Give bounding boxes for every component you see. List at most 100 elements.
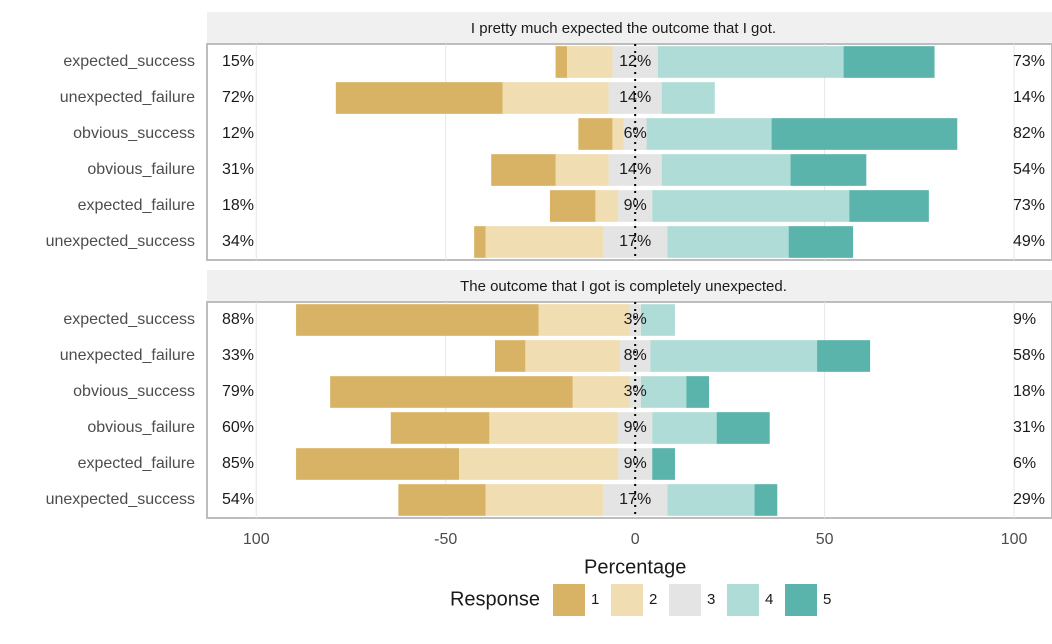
strip-title: I pretty much expected the outcome that … xyxy=(471,20,776,37)
bar-segment xyxy=(335,82,503,114)
strip xyxy=(207,12,1052,44)
y-tick-label: unexpected_success xyxy=(46,233,195,250)
bar-segment xyxy=(667,484,755,516)
high-label: 31% xyxy=(1013,419,1045,436)
legend-label: 3 xyxy=(707,591,715,608)
bar-segment xyxy=(667,226,789,258)
y-tick-label: unexpected_failure xyxy=(60,89,195,106)
bar-segment xyxy=(788,226,854,258)
low-label: 54% xyxy=(222,491,254,508)
x-tick-label: 0 xyxy=(631,531,640,548)
y-tick-label: expected_failure xyxy=(78,197,196,214)
bar-segment xyxy=(549,190,596,222)
low-label: 79% xyxy=(222,383,254,400)
bar-segment xyxy=(595,190,619,222)
bar-segment xyxy=(652,190,850,222)
y-tick-label: obvious_failure xyxy=(87,419,195,436)
bar-segment xyxy=(525,340,621,372)
mid-label: 9% xyxy=(624,419,647,436)
bar-segment xyxy=(485,226,603,258)
x-tick-label: 50 xyxy=(816,531,834,548)
bar-segment xyxy=(661,82,715,114)
high-label: 54% xyxy=(1013,161,1045,178)
bar-segment xyxy=(686,376,710,408)
bar-segment xyxy=(330,376,573,408)
mid-label: 3% xyxy=(624,383,647,400)
mid-label: 6% xyxy=(624,125,647,142)
y-tick-label: obvious_success xyxy=(73,125,195,142)
bar-segment xyxy=(538,304,630,336)
low-label: 33% xyxy=(222,347,254,364)
strip-title: The outcome that I got is completely une… xyxy=(460,278,787,295)
bar-segment xyxy=(474,226,486,258)
y-tick-label: unexpected_failure xyxy=(60,347,195,364)
mid-label: 14% xyxy=(619,161,651,178)
high-label: 29% xyxy=(1013,491,1045,508)
bar-segment xyxy=(612,118,624,150)
high-label: 73% xyxy=(1013,197,1045,214)
legend-swatch xyxy=(727,584,759,616)
mid-label: 8% xyxy=(624,347,647,364)
low-label: 72% xyxy=(222,89,254,106)
bar-segment xyxy=(491,154,556,186)
low-label: 12% xyxy=(222,125,254,142)
bar-segment xyxy=(754,484,778,516)
high-label: 49% xyxy=(1013,233,1045,250)
bar-segment xyxy=(790,154,867,186)
low-label: 85% xyxy=(222,455,254,472)
bar-segment xyxy=(555,154,609,186)
legend-label: 4 xyxy=(765,591,773,608)
high-label: 18% xyxy=(1013,383,1045,400)
bar-segment xyxy=(398,484,486,516)
bar-segment xyxy=(494,340,526,372)
legend-swatch xyxy=(785,584,817,616)
bar-segment xyxy=(657,46,844,78)
bar-segment xyxy=(629,304,641,336)
low-label: 34% xyxy=(222,233,254,250)
bar-segment xyxy=(578,118,613,150)
bar-segment xyxy=(566,46,613,78)
bar-segment xyxy=(716,412,770,444)
bar-segment xyxy=(640,376,687,408)
bar-segment xyxy=(771,118,958,150)
mid-label: 3% xyxy=(624,311,647,328)
y-tick-label: obvious_failure xyxy=(87,161,195,178)
mid-label: 12% xyxy=(619,53,651,70)
low-label: 60% xyxy=(222,419,254,436)
legend-label: 2 xyxy=(649,591,657,608)
high-label: 58% xyxy=(1013,347,1045,364)
bar-segment xyxy=(652,448,675,480)
bar-segment xyxy=(458,448,619,480)
legend-swatch xyxy=(669,584,701,616)
bar-segment xyxy=(485,484,603,516)
bar-segment xyxy=(489,412,619,444)
bar-segment xyxy=(555,46,567,78)
bar-segment xyxy=(843,46,935,78)
y-tick-label: obvious_success xyxy=(73,383,195,400)
bar-segment xyxy=(652,412,717,444)
bar-segment xyxy=(296,304,539,336)
legend-label: 1 xyxy=(591,591,599,608)
x-axis-title: Percentage xyxy=(584,556,686,578)
x-tick-label: -50 xyxy=(434,531,457,548)
legend-swatch xyxy=(611,584,643,616)
legend-label: 5 xyxy=(823,591,831,608)
bar-segment xyxy=(817,340,871,372)
low-label: 15% xyxy=(222,53,254,70)
panel xyxy=(206,43,1052,261)
high-label: 82% xyxy=(1013,125,1045,142)
low-label: 88% xyxy=(222,311,254,328)
x-tick-label: 100 xyxy=(243,531,270,548)
bar-segment xyxy=(572,376,630,408)
y-tick-label: expected_failure xyxy=(78,455,196,472)
panel xyxy=(206,301,1052,519)
bar-segment xyxy=(849,190,929,222)
bar-segment xyxy=(390,412,490,444)
bar-segment xyxy=(650,340,818,372)
strip xyxy=(207,270,1052,302)
bar-segment xyxy=(640,304,675,336)
bar-segment xyxy=(502,82,609,114)
legend-swatch xyxy=(553,584,585,616)
y-tick-label: unexpected_success xyxy=(46,491,195,508)
